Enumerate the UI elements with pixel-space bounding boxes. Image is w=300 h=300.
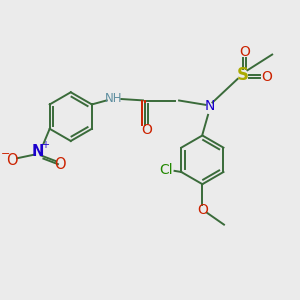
Text: O: O	[141, 123, 152, 137]
Text: O: O	[239, 45, 250, 59]
Text: S: S	[237, 66, 249, 84]
Text: O: O	[54, 157, 65, 172]
Text: Cl: Cl	[159, 163, 172, 177]
Text: N: N	[204, 99, 214, 113]
Text: +: +	[40, 140, 49, 150]
Text: O: O	[7, 153, 18, 168]
Text: N: N	[32, 144, 44, 159]
Text: NH: NH	[105, 92, 122, 105]
Text: O: O	[261, 70, 272, 83]
Text: −: −	[1, 149, 10, 159]
Text: O: O	[197, 203, 208, 217]
